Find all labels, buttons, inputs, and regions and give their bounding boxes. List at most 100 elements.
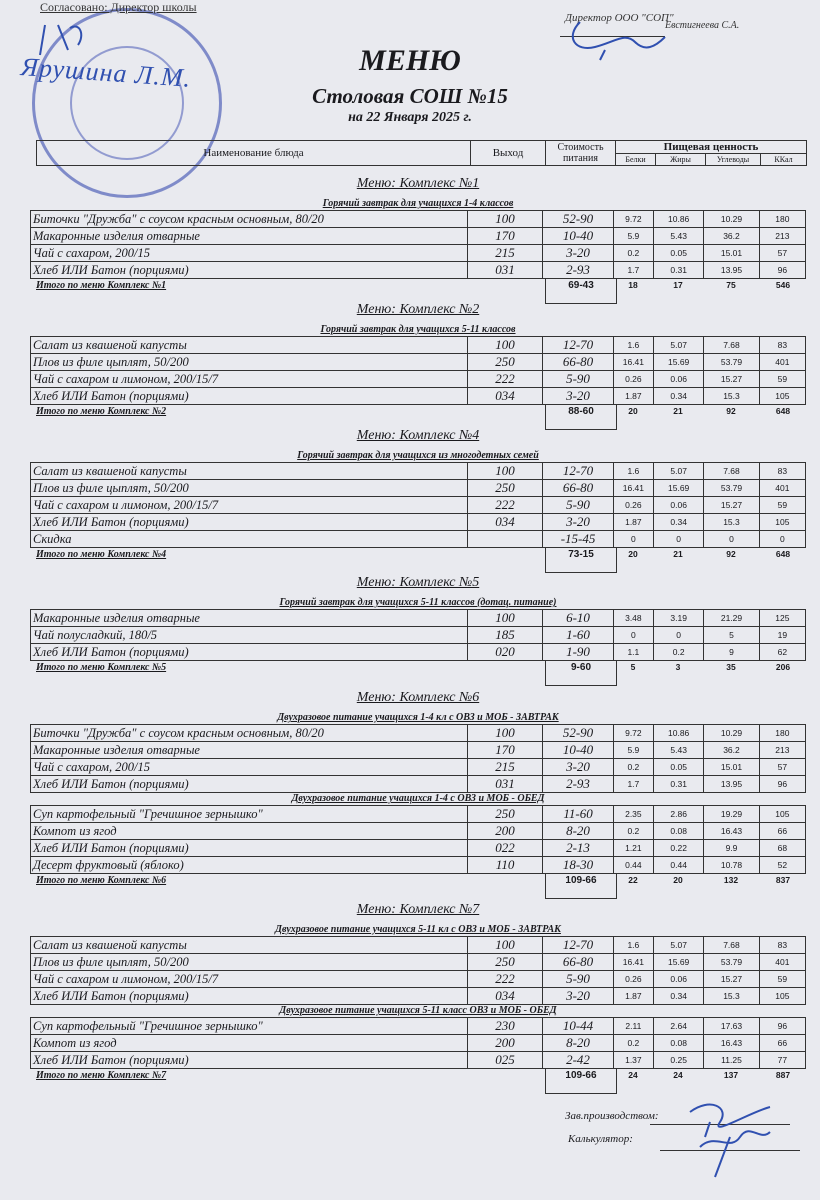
dish-carbs: 53.79: [703, 353, 760, 371]
dish-carbs: 13.95: [703, 261, 760, 279]
dish-protein: 2.35: [612, 805, 655, 823]
dish-output: 100: [466, 462, 544, 480]
table-row: Плов из филе цыплят, 50/200 250 66-80 16.41…: [30, 953, 807, 971]
table-row: Салат из квашеной капусты 100 12-70 1.6 5.07…: [30, 462, 807, 480]
total-fat: 24: [673, 1070, 683, 1080]
dish-protein: 0.2: [612, 244, 655, 262]
dish-name: Салат из квашеной капусты: [30, 336, 468, 354]
total-protein: 20: [628, 406, 638, 416]
table-row: Суп картофельный "Гречишное зернышко" 250…: [30, 805, 807, 823]
dish-protein: 0.26: [612, 370, 655, 388]
production-head-label: Зав.производством:: [565, 1110, 659, 1122]
total-protein: 20: [628, 549, 638, 559]
canteen-name: Столовая СОШ №15: [312, 84, 508, 108]
dish-kcal: 105: [758, 387, 807, 405]
dish-output: 022: [466, 839, 544, 857]
dish-name: Биточки "Дружба" с соусом красным основн…: [30, 210, 468, 228]
dish-carbs: 53.79: [703, 479, 760, 497]
dish-fat: 15.69: [652, 353, 705, 371]
calculator-label: Калькулятор:: [568, 1133, 633, 1145]
total-label: Итого по меню Комплекс №7: [36, 1070, 167, 1081]
table-row: Чай с сахаром и лимоном, 200/15/7 222 5-90…: [30, 496, 807, 514]
table-row: Хлеб ИЛИ Батон (порциями) 034 3-20 1.87 0.34…: [30, 513, 807, 531]
total-carbs: 132: [723, 875, 739, 885]
group-subtitle: Горячий завтрак для учащихся 5-11 классо…: [320, 324, 516, 335]
total-cost: 88-60: [545, 405, 617, 430]
dish-cost: 12-70: [542, 936, 614, 954]
total-carbs: 137: [723, 1070, 739, 1080]
dish-cost: 1-90: [542, 643, 614, 661]
total-carbs: 35: [726, 662, 736, 672]
section-title: Меню: Комплекс №4: [356, 428, 480, 443]
dish-name: Чай с сахаром, 200/15: [30, 758, 468, 776]
col-kcal: ККал: [759, 153, 808, 166]
dish-name: Суп картофельный "Гречишное зернышко": [30, 1017, 468, 1035]
dish-cost: 5-90: [542, 370, 614, 388]
menu-section: Меню: Комплекс №6 Двухразовое питание уча…: [30, 690, 807, 900]
dish-name: Хлеб ИЛИ Батон (порциями): [30, 387, 468, 405]
menu-section: Меню: Комплекс №1 Горячий завтрак для уча…: [30, 176, 807, 305]
dish-protein: 0.2: [612, 758, 655, 776]
dish-fat: 0.31: [652, 775, 705, 793]
dish-kcal: 401: [758, 953, 807, 971]
dish-cost: 3-20: [542, 513, 614, 531]
dish-name: Чай с сахаром, 200/15: [30, 244, 468, 262]
dish-output: 025: [466, 1051, 544, 1069]
total-kcal: 648: [775, 406, 791, 416]
dish-name: Хлеб ИЛИ Батон (порциями): [30, 513, 468, 531]
dish-output: 031: [466, 261, 544, 279]
dish-fat: 5.07: [652, 936, 705, 954]
table-row: Салат из квашеной капусты 100 12-70 1.6 5.07…: [30, 936, 807, 954]
dish-carbs: 15.3: [703, 513, 760, 531]
dish-carbs: 15.01: [703, 758, 760, 776]
table-row: Компот из ягод 200 8-20 0.2 0.08 16.43 66: [30, 1034, 807, 1052]
dish-name: Чай с сахаром и лимоном, 200/15/7: [30, 370, 468, 388]
table-row: Хлеб ИЛИ Батон (порциями) 031 2-93 1.7 0.31 1…: [30, 261, 807, 279]
dish-cost: 1-60: [542, 626, 614, 644]
dish-fat: 0.06: [652, 970, 705, 988]
approver-name: Евстигнеева С.А.: [665, 20, 740, 31]
dish-name: Плов из филе цыплят, 50/200: [30, 479, 468, 497]
dish-carbs: 0: [703, 530, 760, 548]
dish-protein: 16.41: [612, 353, 655, 371]
dish-name: Хлеб ИЛИ Батон (порциями): [30, 1051, 468, 1069]
section-title: Меню: Комплекс №5: [356, 575, 480, 590]
dish-carbs: 10.78: [703, 856, 760, 874]
section-total: Итого по меню Комплекс №2 88-60 20 21 92 648: [30, 405, 806, 431]
dish-fat: 0.34: [652, 387, 705, 405]
dish-output: 031: [466, 775, 544, 793]
total-label: Итого по меню Комплекс №5: [36, 662, 167, 673]
dish-fat: 0.06: [652, 370, 705, 388]
dish-carbs: 10.29: [703, 724, 760, 742]
dish-output: 100: [466, 336, 544, 354]
dish-cost: 2-93: [542, 775, 614, 793]
dish-output: 200: [466, 822, 544, 840]
dish-kcal: 59: [758, 370, 807, 388]
dish-name: Салат из квашеной капусты: [30, 462, 468, 480]
table-row: Чай с сахаром, 200/15 215 3-20 0.2 0.05 15.01…: [30, 244, 807, 262]
dish-table: Салат из квашеной капусты 100 12-70 1.6 5.07…: [30, 336, 807, 405]
col-nutrition: Пищевая ценность: [614, 140, 808, 154]
dish-protein: 1.1: [612, 643, 655, 661]
table-row: Компот из ягод 200 8-20 0.2 0.08 16.43 66: [30, 822, 807, 840]
dish-name: Макаронные изделия отварные: [30, 227, 468, 245]
table-row: Чай полусладкий, 180/5 185 1-60 0 0 5 19: [30, 626, 807, 644]
table-row: Хлеб ИЛИ Батон (порциями) 034 3-20 1.87 0.34…: [30, 987, 807, 1005]
dish-kcal: 77: [758, 1051, 807, 1069]
dish-kcal: 83: [758, 336, 807, 354]
dish-name: Хлеб ИЛИ Батон (порциями): [30, 261, 468, 279]
dish-output: 230: [466, 1017, 544, 1035]
dish-fat: 5.43: [652, 227, 705, 245]
dish-name: Хлеб ИЛИ Батон (порциями): [30, 987, 468, 1005]
dish-cost: 5-90: [542, 970, 614, 988]
total-fat: 20: [673, 875, 683, 885]
table-row: Хлеб ИЛИ Батон (порциями) 022 2-13 1.21 0.22…: [30, 839, 807, 857]
approved-by: Директор ООО "СОП": [565, 12, 674, 24]
total-kcal: 546: [775, 280, 791, 290]
dish-table: Биточки "Дружба" с соусом красным основн…: [30, 210, 807, 279]
dish-output: [466, 530, 544, 548]
table-row: Хлеб ИЛИ Батон (порциями) 031 2-93 1.7 0.31 1…: [30, 775, 807, 793]
production-head-line: [650, 1124, 790, 1125]
agreed-label: Согласовано: Директор школы: [40, 0, 197, 14]
total-fat: 3: [675, 662, 681, 672]
